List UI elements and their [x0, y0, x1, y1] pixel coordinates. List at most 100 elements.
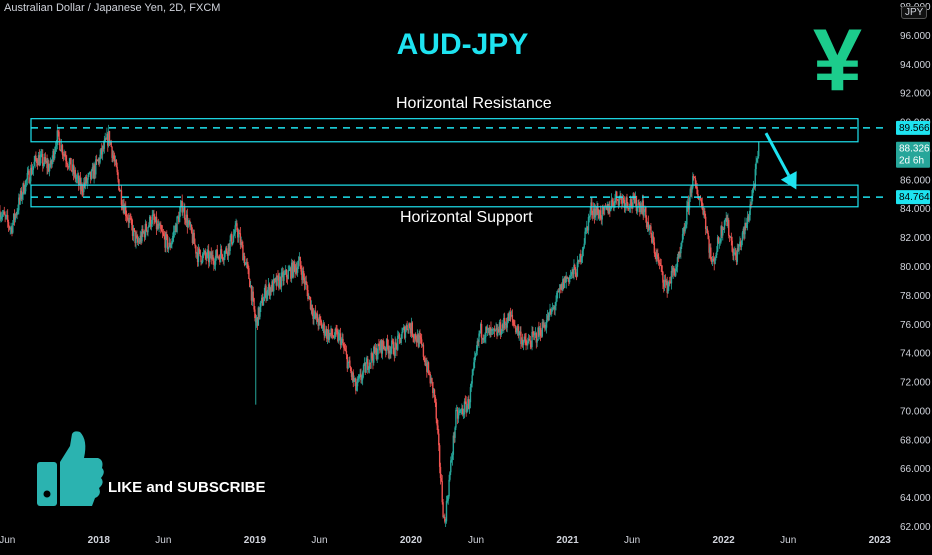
candle-body — [184, 207, 186, 220]
candle-body — [4, 214, 6, 217]
candle-body — [551, 308, 554, 310]
candle-body — [239, 233, 242, 245]
candle-body — [154, 219, 156, 222]
candle-body — [302, 270, 304, 280]
candle-body — [613, 205, 615, 207]
candle-body — [539, 327, 541, 336]
candle-body — [714, 257, 716, 264]
candle-body — [149, 216, 152, 227]
candle-body — [174, 225, 177, 232]
candle-body — [397, 335, 399, 350]
candle-body — [206, 251, 208, 259]
candle-body — [605, 206, 608, 210]
candle-body — [689, 188, 691, 197]
candle-body — [602, 207, 604, 209]
candle-body — [541, 322, 543, 337]
candle-body — [324, 334, 326, 336]
candle-body — [730, 236, 733, 241]
candle-body — [451, 454, 454, 460]
candle-body — [480, 323, 482, 331]
candle-body — [145, 223, 147, 231]
candle-body — [231, 242, 234, 245]
candle-body — [398, 334, 401, 338]
candle-body — [128, 217, 130, 223]
candle-body — [409, 323, 411, 328]
time-tick-label: 2023 — [869, 535, 892, 546]
candle-body — [698, 198, 700, 200]
candle-body — [208, 250, 210, 263]
candle-body — [623, 199, 626, 208]
candle-body — [43, 157, 46, 165]
currency-badge[interactable]: JPY — [901, 6, 928, 19]
candle-body — [552, 307, 555, 309]
symbol-info[interactable]: Australian Dollar / Japanese Yen, 2D, FX… — [4, 2, 221, 14]
candle-body — [304, 281, 307, 285]
candle-body — [521, 339, 523, 344]
candle-body — [655, 254, 657, 260]
candle-body — [270, 287, 272, 292]
candle-body — [580, 257, 583, 262]
candle-body — [650, 226, 652, 235]
time-axis[interactable]: Jun 2018 Jun 2019 Jun 2020 Jun 2021 Jun 2022 Jun 20… — [0, 535, 891, 546]
candle-body — [386, 338, 389, 346]
candle-body — [107, 133, 109, 146]
candle-body — [528, 339, 531, 341]
candle-body — [281, 272, 283, 274]
candle-body — [349, 367, 352, 372]
candle-body — [715, 255, 717, 258]
candle-body — [450, 460, 452, 473]
candle-body — [44, 157, 47, 162]
candle-body — [53, 150, 55, 159]
candle-body — [309, 297, 312, 310]
candle-body — [60, 150, 62, 152]
candle-body — [297, 260, 300, 267]
candle-body — [318, 316, 320, 326]
candle-body — [338, 333, 340, 342]
candle-body — [654, 252, 656, 255]
candle-body — [6, 215, 8, 217]
candle-body — [651, 236, 654, 243]
candle-body — [308, 296, 311, 298]
candle-body — [404, 330, 407, 338]
candle-body — [163, 234, 165, 237]
candle-body — [566, 277, 568, 279]
candle-body — [383, 346, 385, 350]
candle-body — [592, 213, 594, 216]
candle-body — [661, 265, 663, 272]
candle-body — [712, 258, 715, 260]
candle-body — [448, 479, 450, 497]
candle-body — [555, 301, 557, 306]
candle-body — [186, 214, 189, 228]
candle-body — [268, 284, 271, 296]
candle-body — [358, 375, 360, 379]
candle-body — [611, 199, 614, 203]
candle-body — [478, 333, 480, 342]
candle-body — [557, 291, 560, 293]
candle-body — [311, 304, 313, 314]
candle-body — [430, 378, 432, 384]
candle-body — [65, 156, 67, 161]
candle-body — [143, 231, 146, 238]
candle-body — [663, 280, 666, 287]
candle-body — [169, 242, 171, 248]
candle-body — [328, 332, 331, 340]
candle-body — [594, 208, 597, 218]
candle-body — [107, 131, 110, 146]
time-tick-label: Jun — [780, 535, 796, 546]
candle-body — [607, 204, 609, 214]
candle-body — [51, 158, 53, 165]
candle-body — [150, 223, 153, 227]
candle-body — [87, 175, 89, 180]
candle-body — [100, 148, 102, 155]
candle-body — [560, 284, 562, 289]
candle-body — [333, 337, 336, 339]
candle-body — [403, 326, 405, 330]
candle-body — [96, 160, 99, 162]
candle-body — [262, 301, 265, 306]
candle-body — [535, 333, 538, 343]
time-tick-label: Jun — [311, 535, 327, 546]
candle-body — [371, 352, 373, 359]
candle-body — [269, 287, 271, 296]
